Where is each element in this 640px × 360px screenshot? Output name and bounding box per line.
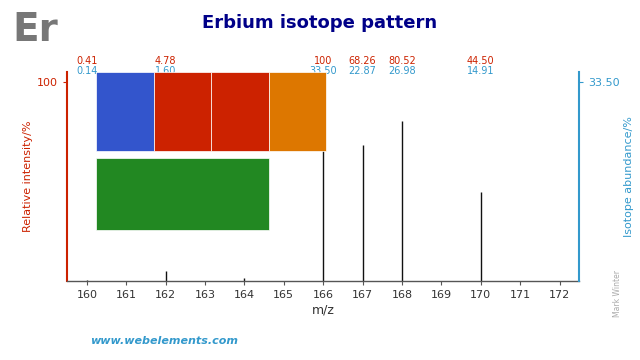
Text: 22.87: 22.87 — [349, 66, 376, 76]
Text: 80.52: 80.52 — [388, 56, 416, 66]
Text: 0.14: 0.14 — [76, 66, 97, 76]
Text: Erbium isotope pattern: Erbium isotope pattern — [202, 14, 438, 32]
Text: 100: 100 — [314, 56, 332, 66]
Text: Er: Er — [13, 11, 58, 49]
Text: 26.98: 26.98 — [388, 66, 416, 76]
X-axis label: m/z: m/z — [312, 304, 335, 317]
Text: 68.26: 68.26 — [349, 56, 376, 66]
Text: Mark Winter: Mark Winter — [613, 270, 622, 317]
Y-axis label: Isotope abundance/%: Isotope abundance/% — [624, 116, 634, 237]
Text: 4.78: 4.78 — [155, 56, 177, 66]
Text: www.webelements.com: www.webelements.com — [90, 336, 237, 346]
Y-axis label: Relative intensity/%: Relative intensity/% — [23, 121, 33, 232]
Text: 14.91: 14.91 — [467, 66, 495, 76]
Text: 33.50: 33.50 — [309, 66, 337, 76]
Text: 0.41: 0.41 — [76, 56, 97, 66]
Text: 44.50: 44.50 — [467, 56, 495, 66]
Text: 1.60: 1.60 — [155, 66, 177, 76]
